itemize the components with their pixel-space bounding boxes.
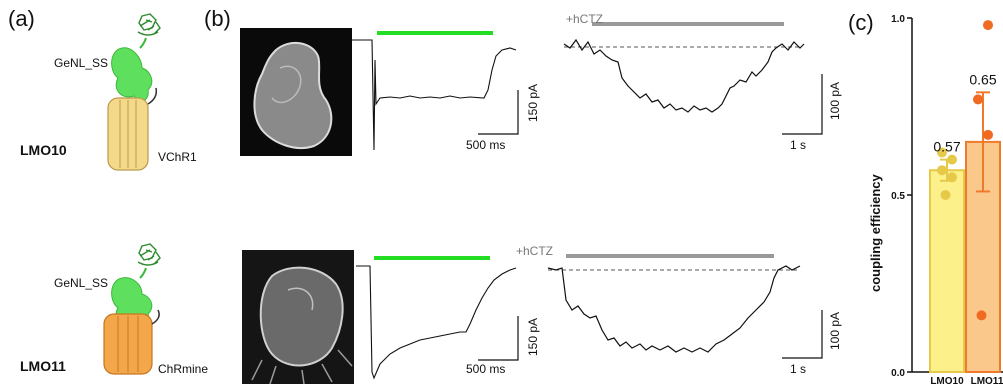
bar-LMO10	[929, 169, 965, 373]
hctz-label-2: +hCTZ	[516, 244, 554, 258]
lmo10-luciferase-icon	[111, 13, 161, 102]
data-point	[937, 147, 947, 158]
time-scale-label-1: 500 ms	[466, 138, 506, 152]
lmo10-luciferase-label: GeNL_SS	[54, 56, 109, 70]
lmo11-name: LMO11	[20, 358, 66, 374]
lmo11-channel-icon	[103, 313, 153, 375]
cell-image-lmo11	[242, 250, 354, 384]
panel-a-label: (a)	[8, 6, 35, 31]
photocurrent-trace-2	[356, 265, 517, 380]
panel-c-label: (c)	[848, 10, 874, 35]
y-tick-label: 0.0	[891, 368, 905, 379]
hctz-time-scale-label-1: 1 s	[790, 138, 807, 152]
data-point	[947, 154, 957, 165]
lmo10-channel-icon	[107, 97, 149, 171]
category-label: LMO11	[971, 376, 1003, 386]
y-tick-label: 0.5	[891, 191, 905, 202]
hctz-label-1: +hCTZ	[566, 12, 604, 26]
data-point	[937, 165, 947, 176]
hctz-scale-bar-2	[782, 310, 823, 359]
hctz-scale-bar-1	[782, 74, 823, 135]
bl-trace-2	[547, 265, 801, 353]
bl-trace-1	[563, 38, 805, 113]
lmo10-name: LMO10	[20, 142, 67, 158]
chart-ylabel: coupling efficiency	[868, 174, 883, 292]
scale-bar-1	[478, 90, 519, 135]
photocurrent-trace-1	[352, 39, 517, 151]
lmo11-channel-label: ChRmine	[158, 362, 209, 376]
data-point	[973, 94, 983, 105]
lmo10-channel-label: VChR1	[158, 150, 197, 164]
cell-image-lmo10	[240, 28, 352, 156]
data-point	[983, 20, 993, 31]
data-point	[983, 129, 993, 140]
category-label: LMO10	[930, 376, 964, 386]
lmo11-luciferase-label: GeNL_SS	[54, 276, 109, 290]
data-label: 0.65	[969, 71, 996, 87]
data-point	[940, 190, 951, 200]
hctz-time-scale-label-2: 1 s	[790, 362, 807, 376]
y-tick-label: 1.0	[891, 14, 905, 25]
data-label: 0.57	[933, 139, 960, 155]
time-scale-label-2: 500 ms	[466, 362, 506, 376]
panel-b-label: (b)	[204, 6, 231, 31]
data-point	[976, 310, 987, 321]
data-point	[947, 172, 957, 183]
scale-bar-2	[478, 316, 519, 361]
